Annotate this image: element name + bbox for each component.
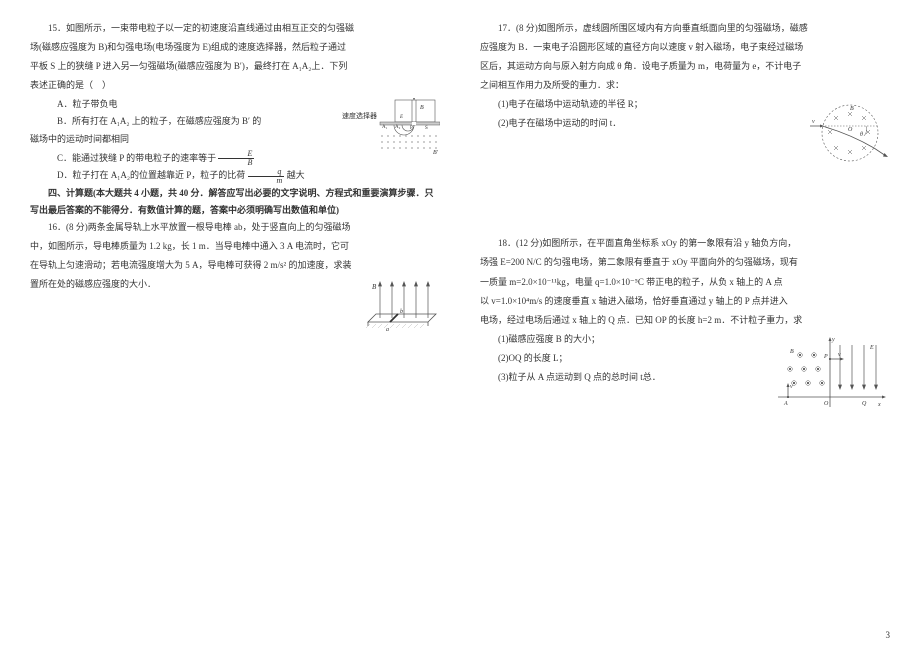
q18-stem-line2: 场强 E=200 N/C 的匀强电场，第二象限有垂直于 xOy 平面向外的匀强磁…: [480, 254, 890, 271]
svg-text:E: E: [399, 115, 403, 120]
svg-text:E: E: [869, 345, 874, 351]
svg-text:A: A: [783, 401, 788, 407]
q16-stem-line2: 中，如图所示，导电棒质量为 1.2 kg，长 1 m．当导电棒中通入 3 A 电…: [30, 238, 440, 255]
q16-figure: a b B: [360, 278, 440, 333]
q18-stem-line4: 以 v=1.0×10⁴m/s 的速度垂直 x 轴进入磁场，恰好垂直通过 y 轴上…: [480, 293, 890, 310]
q18-subs-block: y/m x/m O A P Q B: [480, 331, 890, 420]
svg-text:B: B: [850, 106, 854, 112]
svg-text:O: O: [824, 401, 829, 407]
right-column: 17．(8 分)如图所示，虚线圆所围区域内有方向垂直纸面向里的匀强磁场，磁感 应…: [480, 20, 890, 420]
section-4-title: 四、计算题(本大题共 4 小题，共 40 分．解答应写出必要的文字说明、方程式和…: [30, 185, 440, 219]
svg-text:x: x: [877, 402, 881, 408]
svg-text:B: B: [420, 105, 424, 111]
fraction-q-over-m: qm: [248, 168, 285, 185]
q15-figure: B E A₁ A₂ P S: [340, 98, 440, 158]
spacer: [480, 175, 890, 235]
left-column: 15．如图所示，一束带电粒子以一定的初速度沿直线通过由相互正交的匀强磁 场(磁感…: [30, 20, 440, 420]
q17-stem-line4: 之间相互作用力及所受的重力．求：: [480, 77, 890, 94]
q15-stem-line1: 15．如图所示，一束带电粒子以一定的初速度沿直线通过由相互正交的匀强磁: [30, 20, 440, 37]
q15-stem-line3: 平板 S 上的狭缝 P 进入另一匀强磁场(磁感应强度为 B′)，最终打在 A₁A…: [30, 58, 440, 75]
q18-figure: y/m x/m O A P Q B: [770, 333, 890, 418]
q16-stem-line3: 在导轨上匀速滑动；若电流强度增大为 5 A，导电棒可获得 2 m/s² 的加速度…: [30, 257, 440, 274]
svg-text:B′: B′: [433, 150, 439, 156]
svg-text:Q: Q: [862, 401, 867, 407]
svg-text:y: y: [831, 337, 835, 343]
q17-stem-line1: 17．(8 分)如图所示，虚线圆所围区域内有方向垂直纸面向里的匀强磁场，磁感: [480, 20, 890, 37]
svg-text:b: b: [400, 309, 403, 315]
q17-stem-line2: 应强度为 B．一束电子沿圆形区域的直径方向以速度 v 射入磁场，电子束经过磁场: [480, 39, 890, 56]
svg-text:v: v: [790, 384, 793, 390]
page-container: 15．如图所示，一束带电粒子以一定的初速度沿直线通过由相互正交的匀强磁 场(磁感…: [30, 20, 890, 420]
svg-text:v: v: [812, 119, 815, 125]
q17-stem-line3: 区后，其运动方向与原入射方向成 θ 角．设电子质量为 m，电荷量为 e，不计电子: [480, 58, 890, 75]
svg-text:a: a: [386, 327, 389, 333]
q15-options-block: B E A₁ A₂ P S: [30, 96, 440, 184]
fig15-selector-label: 速度选择器: [342, 111, 377, 120]
svg-text:A₁: A₁: [382, 125, 388, 130]
svg-text:v: v: [838, 352, 841, 358]
q16-stem-line1: 16．(8 分)两条金属导轨上水平放置一根导电棒 ab，处于竖直向上的匀强磁场: [30, 219, 440, 236]
q15-stem-line4: 表述正确的是（ ）: [30, 77, 440, 94]
svg-text:B: B: [372, 283, 377, 291]
svg-text:P: P: [823, 354, 828, 360]
q15-stem-line2: 场(磁感应强度为 B)和匀强电场(电场强度为 E)组成的速度选择器，然后粒子通过: [30, 39, 440, 56]
svg-text:A₂: A₂: [395, 125, 401, 130]
q17-figure: B v O θ: [810, 98, 890, 173]
q16-block: 16．(8 分)两条金属导轨上水平放置一根导电棒 ab，处于竖直向上的匀强磁场 …: [30, 219, 440, 335]
q18-stem-line3: 一质量 m=2.0×10⁻¹¹kg，电量 q=1.0×10⁻⁵C 带正电的粒子，…: [480, 274, 890, 291]
svg-text:O: O: [848, 127, 853, 133]
svg-text:θ: θ: [860, 132, 863, 138]
page-number: 3: [886, 630, 891, 640]
svg-text:S: S: [425, 126, 428, 131]
q18-stem-line5: 电场，经过电场后通过 x 轴上的 Q 点．已知 OP 的长度 h=2 m．不计粒…: [480, 312, 890, 329]
q15-option-d: D．粒子打在 A₁A₂的位置越靠近 P，粒子的比荷 qm 越大: [30, 167, 440, 184]
fraction-e-over-b: EB: [218, 150, 254, 167]
q18-stem-line1: 18．(12 分)如图所示，在平面直角坐标系 xOy 的第一象限有沿 y 轴负方…: [480, 235, 890, 252]
svg-text:B: B: [790, 349, 794, 355]
q17-subs-block: B v O θ (1)电子在磁场中运动轨迹的半径 R； (2)电子在磁场中运动的…: [480, 96, 890, 175]
